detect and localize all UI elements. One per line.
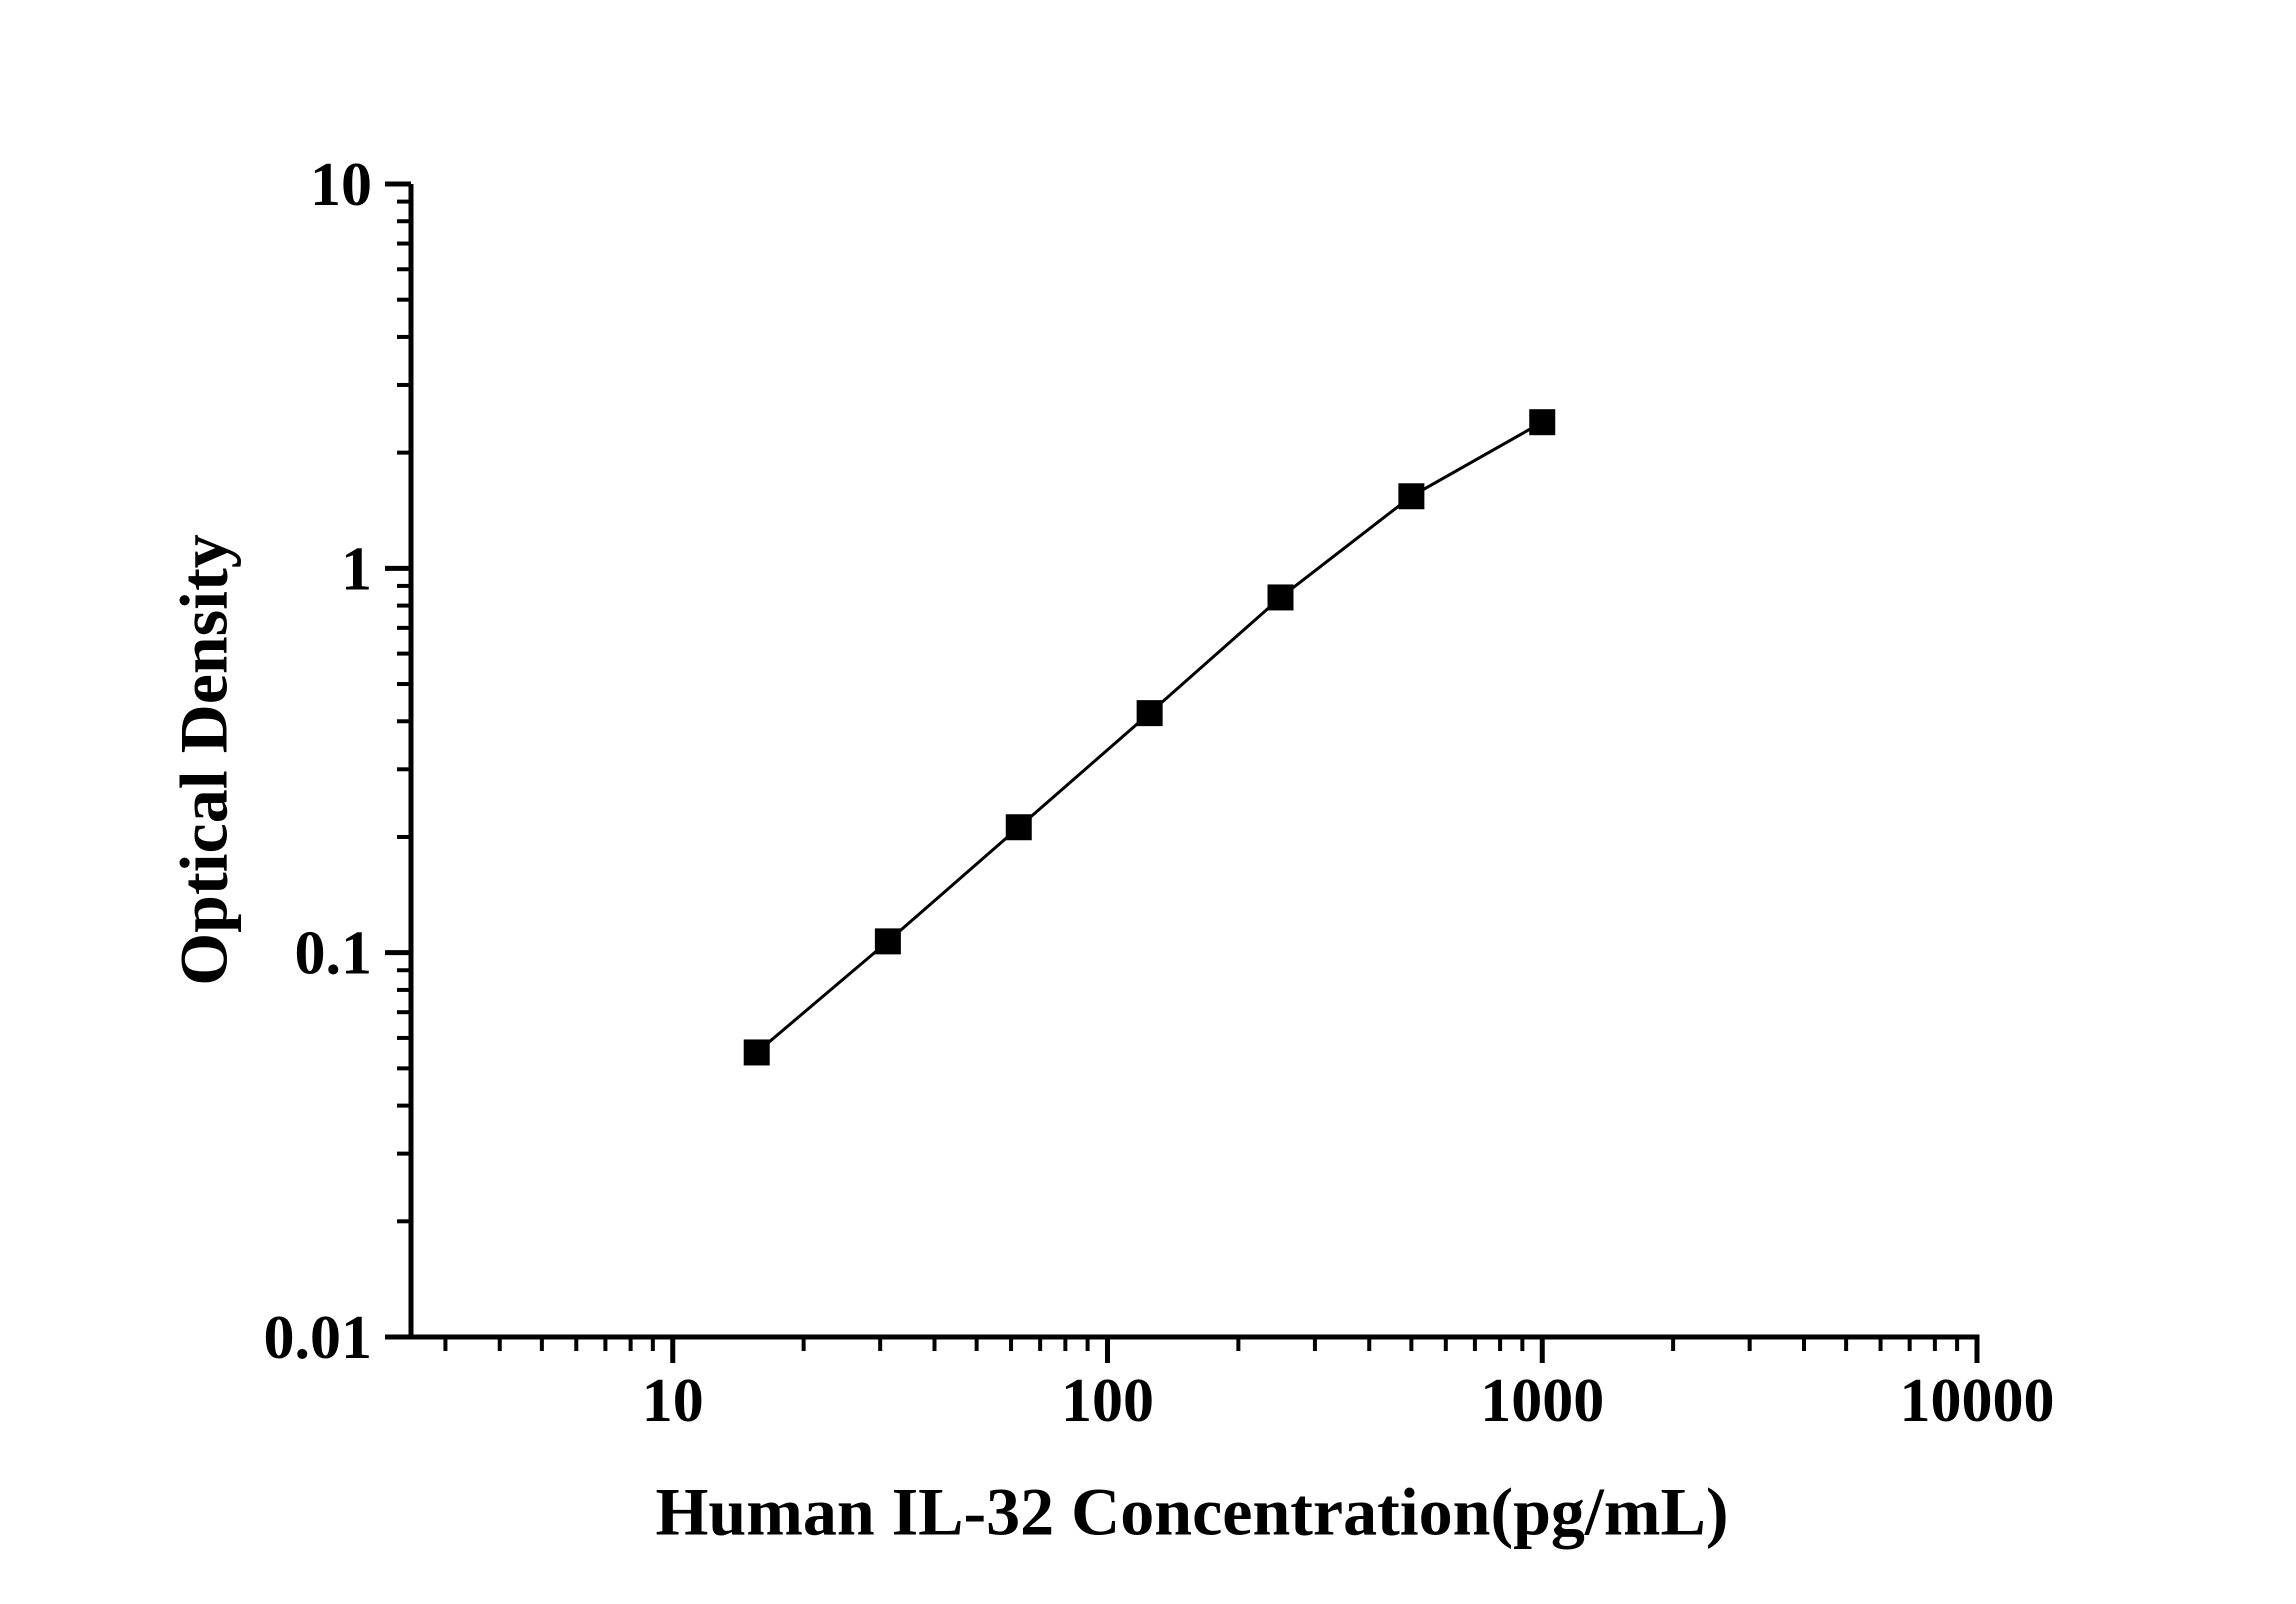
data-point-marker [1398,483,1425,510]
y-axis-title: Optical Density [165,534,242,986]
data-point-marker [1267,584,1294,611]
data-point-marker [743,1039,770,1066]
data-point-marker [1529,409,1556,436]
data-series [743,409,1556,1066]
x-tick-label: 100 [1061,1367,1154,1435]
y-tick-label: 10 [310,151,372,219]
data-point-marker [874,928,901,955]
data-point-marker [1136,700,1163,727]
x-tick-label: 1000 [1480,1367,1604,1435]
x-axis-title: Human IL-32 Concentration(pg/mL) [655,1473,1729,1550]
y-tick-label: 1 [341,535,372,603]
x-axis: 10 100 1000 10000 [388,1334,2055,1435]
y-axis: 10 1 0.1 0.01 [264,151,414,1372]
x-tick-label: 10 [642,1367,704,1435]
data-point-marker [1005,814,1032,841]
x-tick-label: 10000 [1900,1367,2055,1435]
y-tick-label: 0.1 [295,920,373,988]
y-tick-label: 0.01 [264,1304,373,1372]
